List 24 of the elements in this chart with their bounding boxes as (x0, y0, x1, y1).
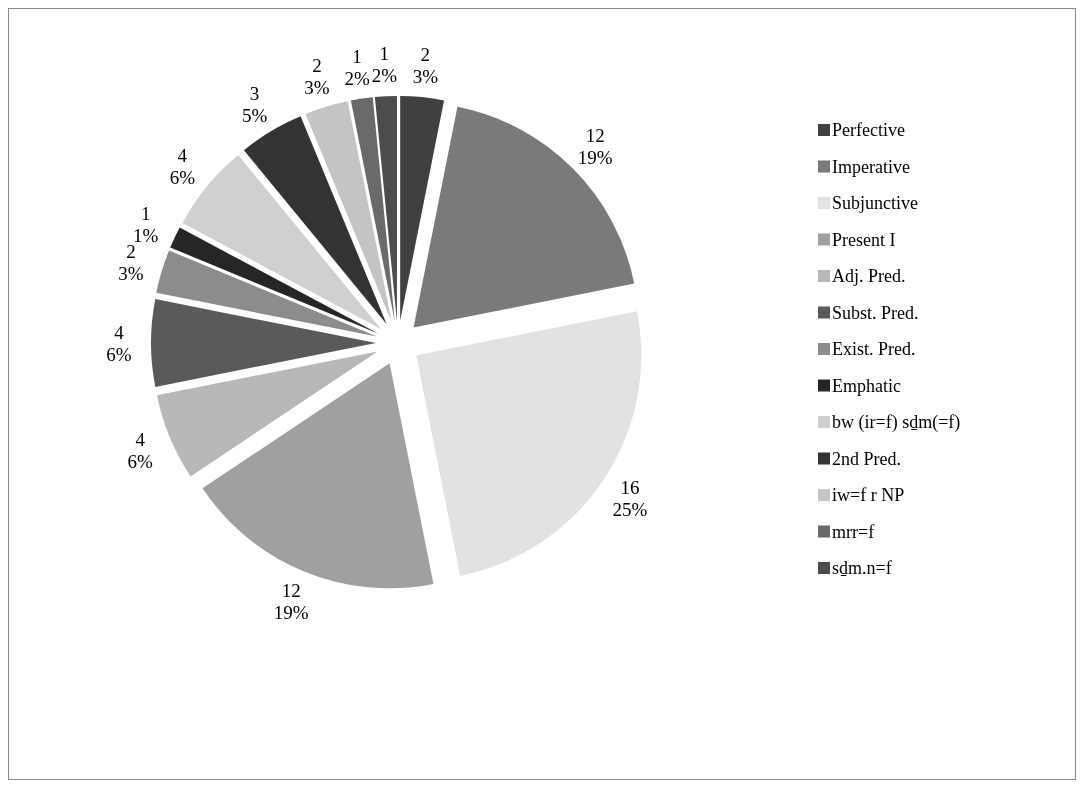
data-label: 1 2% (344, 46, 370, 90)
legend-label: 2nd Pred. (832, 448, 901, 469)
legend-label: bw (ir=f) sḏm(=f) (832, 412, 961, 433)
legend-label: iw=f r NP (832, 485, 905, 505)
legend-label: Exist. Pred. (832, 339, 916, 359)
legend-label: Subst. Pred. (832, 302, 919, 323)
legend-label: Present I (832, 229, 896, 250)
legend-label: mrr=f (832, 521, 875, 542)
data-label: 2 3% (304, 55, 330, 99)
legend-label: sḏm.n=f (832, 558, 892, 578)
legend-label: Imperative (832, 156, 910, 177)
data-label: 1 2% (371, 43, 398, 87)
data-label: 2 3% (412, 44, 439, 88)
legend-label: Emphatic (832, 375, 901, 396)
data-label: 4 6% (127, 428, 154, 472)
data-label: 4 6% (106, 322, 132, 365)
data-label: 12 19% (577, 124, 613, 168)
data-label: 3 5% (241, 82, 268, 126)
legend-label: Subjunctive (832, 193, 918, 213)
data-label: 4 6% (169, 145, 196, 188)
legend-label: Adj. Pred. (832, 266, 906, 286)
legend-label: Perfective (832, 120, 905, 140)
data-label: 16 25% (612, 477, 648, 520)
data-label: 12 19% (273, 579, 309, 623)
